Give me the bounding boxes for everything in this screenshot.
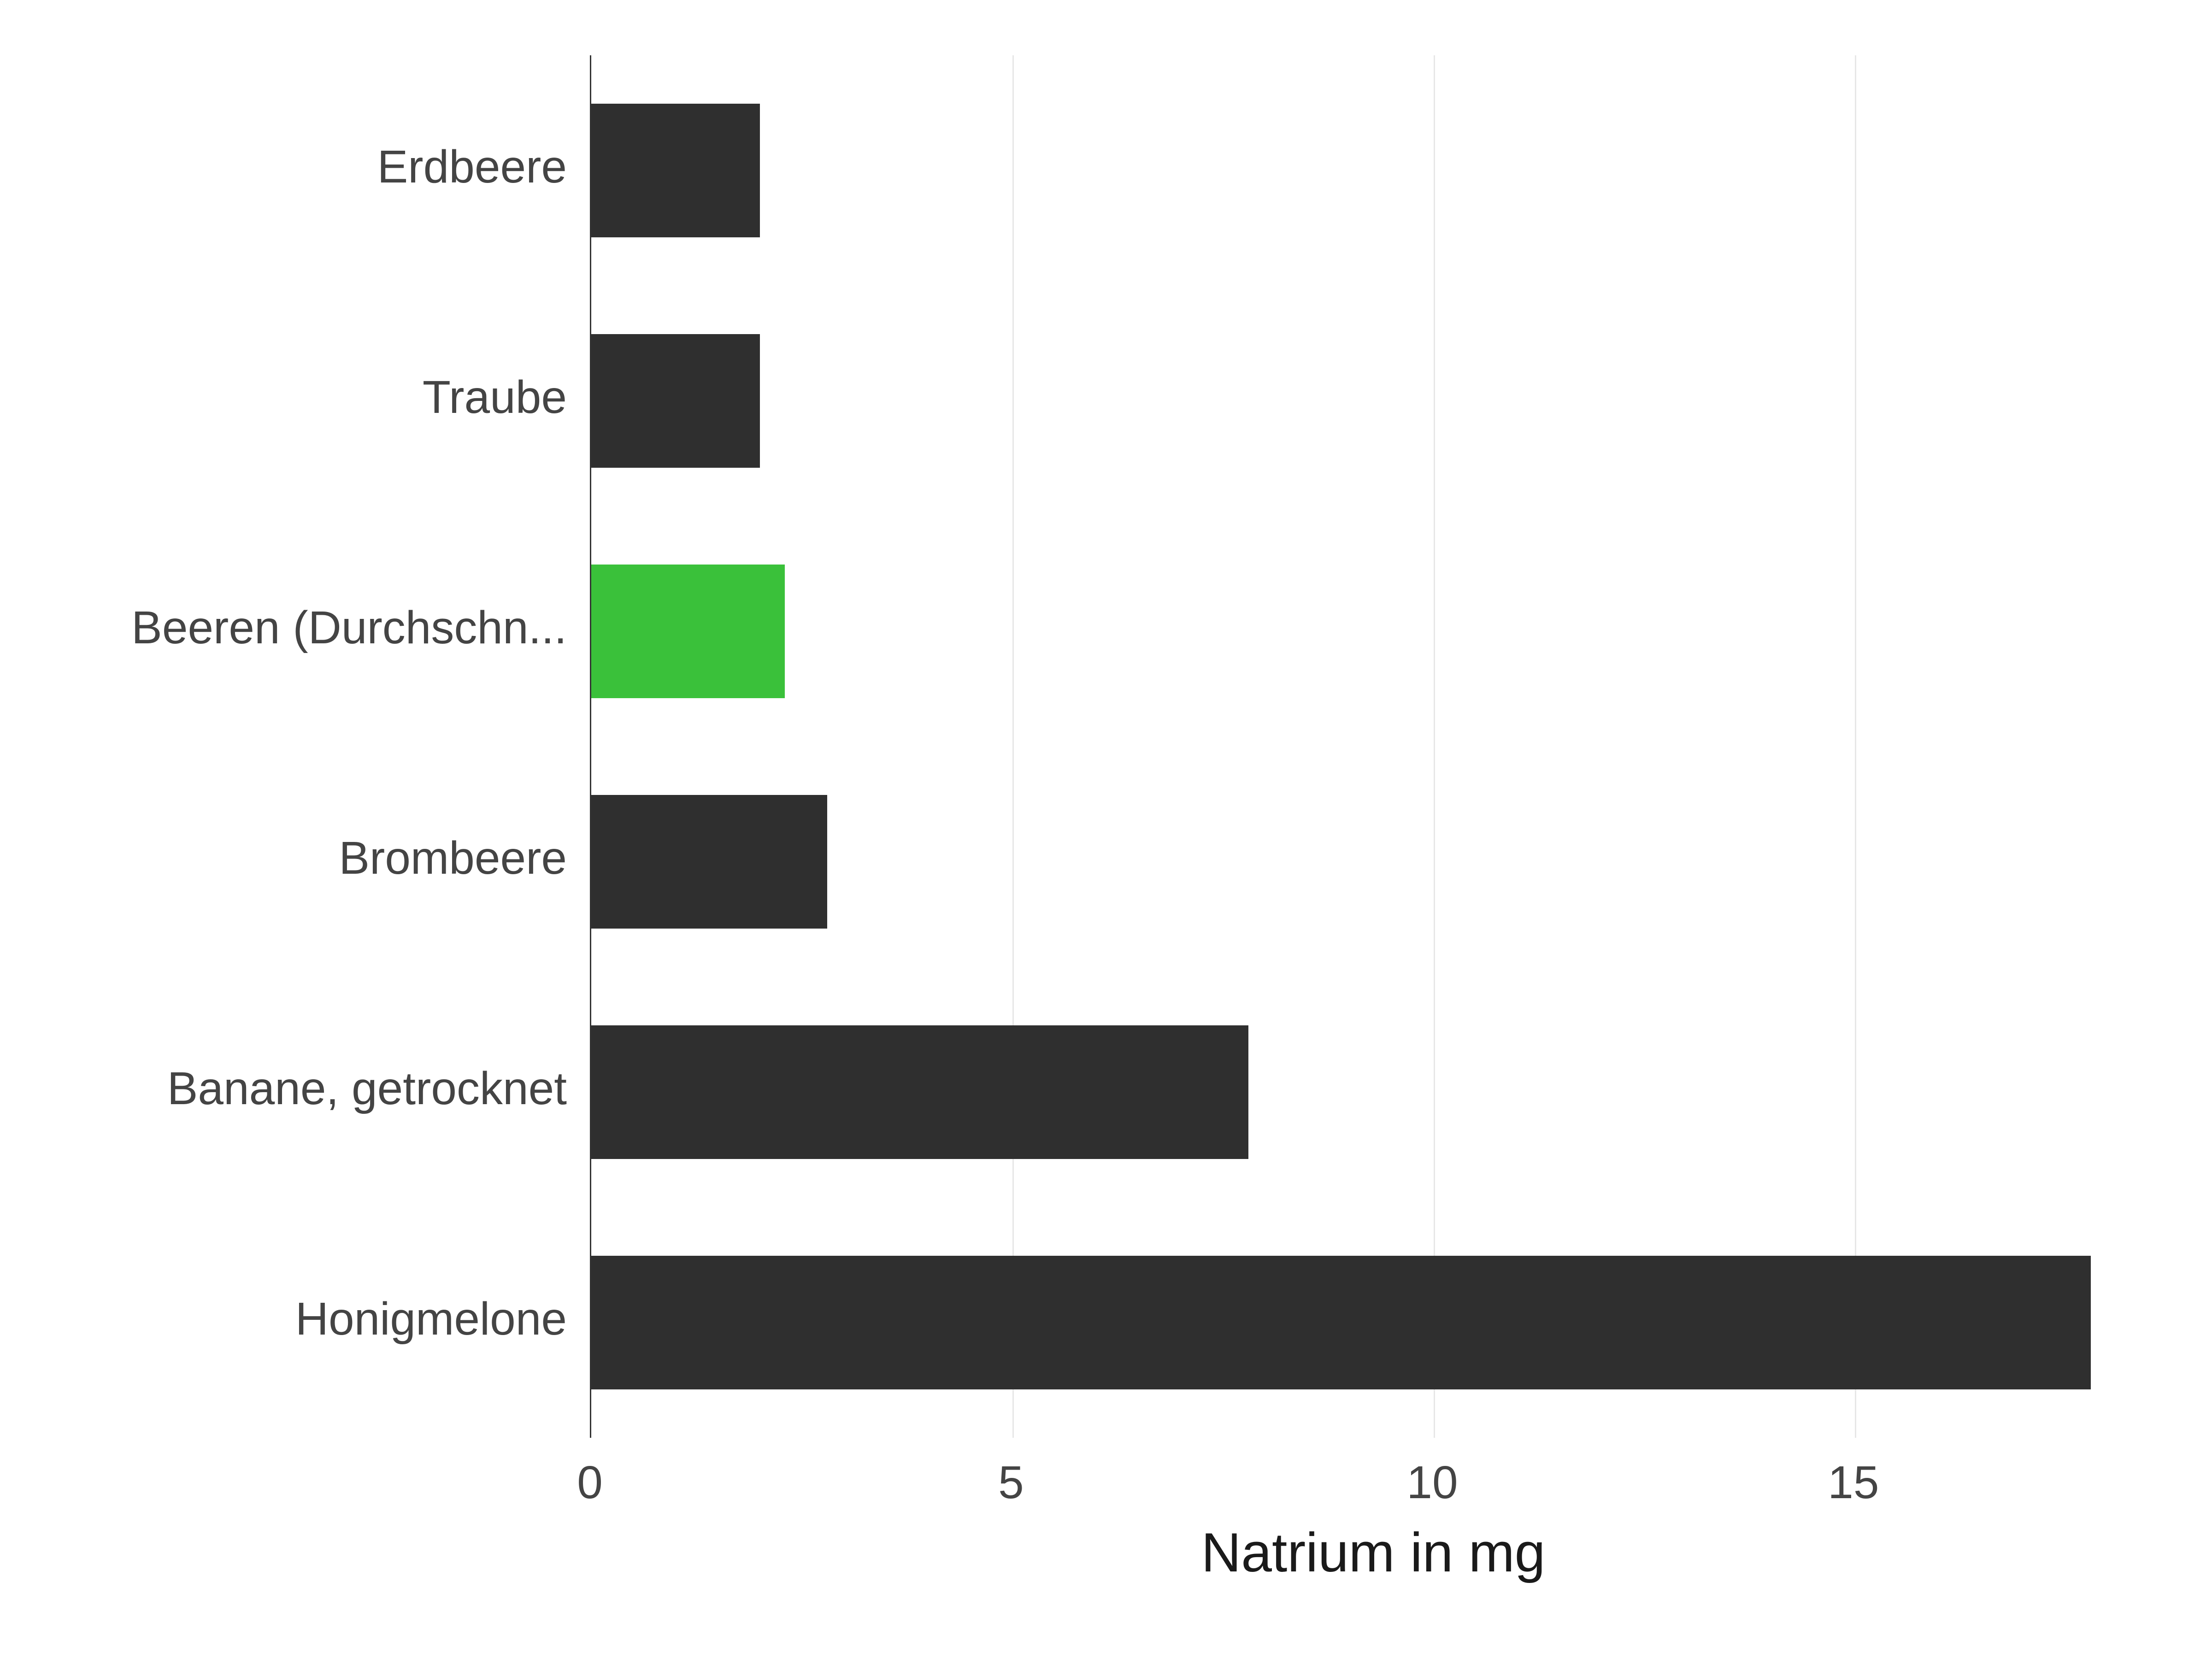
sodium-bar-chart: Erdbeere Traube Beeren (Durchschn... Brombe… <box>0 0 2212 1659</box>
bar <box>591 104 760 237</box>
bar <box>591 334 760 468</box>
x-axis-label: Natrium in mg <box>590 1521 2157 1584</box>
bar <box>591 1025 1248 1159</box>
gridline <box>1012 55 1014 1438</box>
bar <box>591 1256 2091 1389</box>
bar <box>591 565 785 698</box>
x-axis-tick: 10 <box>1406 1456 1458 1509</box>
y-axis-label: Traube <box>423 371 567 424</box>
bar <box>591 795 827 929</box>
plot-area <box>590 55 2157 1438</box>
y-axis-label: Erdbeere <box>377 141 567 194</box>
y-axis-label: Banane, getrocknet <box>167 1062 567 1115</box>
gridline <box>1434 55 1435 1438</box>
y-axis-label: Honigmelone <box>295 1293 567 1346</box>
y-axis-label: Brombeere <box>339 832 567 885</box>
gridline <box>1855 55 1856 1438</box>
gridline <box>591 55 593 1438</box>
y-axis-label: Beeren (Durchschn... <box>131 601 567 654</box>
x-axis-tick: 15 <box>1828 1456 1879 1509</box>
x-axis-tick: 0 <box>577 1456 603 1509</box>
x-axis-tick: 5 <box>998 1456 1024 1509</box>
